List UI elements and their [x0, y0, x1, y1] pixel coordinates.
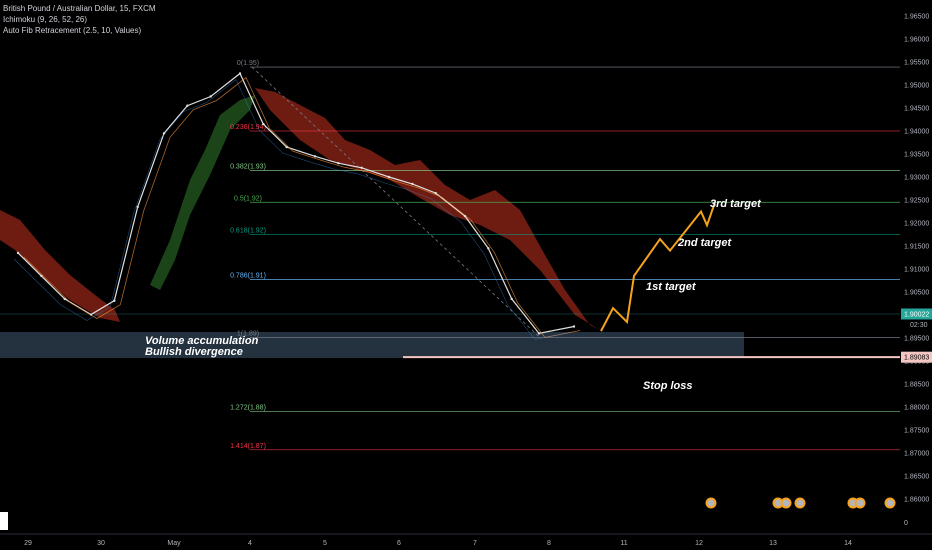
- y-tick-11: 1.91000: [904, 267, 929, 274]
- price-point-11: [285, 145, 288, 149]
- y-tick-2: 1.95500: [904, 60, 929, 67]
- accumulation-zone: [0, 332, 744, 358]
- ichimoku-legend[interactable]: Ichimoku (9, 26, 52, 26): [3, 15, 88, 24]
- price-point-16: [411, 182, 414, 186]
- x-tick-9: 12: [695, 540, 703, 547]
- annotation-target2: 2nd target: [677, 237, 733, 249]
- price-point-5: [136, 205, 139, 209]
- y-tick-8: 1.92500: [904, 198, 929, 205]
- fib-label-4: 0.618(1.92): [230, 228, 266, 235]
- stop-loss-tag-bg: [901, 351, 932, 363]
- fib-label-6: 1(1.89): [237, 331, 259, 338]
- price-point-12: [313, 155, 317, 158]
- symbol-title[interactable]: British Pound / Australian Dollar, 15, F…: [3, 4, 156, 13]
- x-tick-4: 5: [323, 540, 327, 547]
- cursor-box: [0, 512, 8, 530]
- fib-label-2: 0.382(1.93): [230, 164, 266, 171]
- x-tick-8: 11: [620, 540, 627, 547]
- x-tick-6: 7: [473, 540, 477, 547]
- annotation-target1: 1st target: [646, 281, 697, 293]
- ichimoku-cloud-bull: [150, 95, 255, 290]
- price-point-0: [16, 251, 20, 255]
- y-tick-6: 1.93500: [904, 152, 929, 159]
- price-point-20: [510, 297, 513, 301]
- countdown-label: 02:30: [910, 322, 928, 329]
- price-point-6: [162, 132, 166, 135]
- fib-label-3: 0.5(1.92): [234, 195, 262, 202]
- x-tick-10: 13: [769, 540, 777, 547]
- price-point-19: [487, 247, 490, 250]
- ichimoku-cloud-bear-0: [0, 210, 120, 322]
- price-point-18: [463, 214, 467, 218]
- price-point-22: [572, 325, 576, 328]
- x-tick-11: 14: [844, 540, 852, 547]
- y-tick-14: 1.89500: [904, 336, 929, 343]
- current-price-tag-bg: [901, 308, 932, 320]
- price-point-21: [537, 332, 541, 335]
- price-point-1: [40, 274, 43, 278]
- x-tick-5: 6: [397, 540, 401, 547]
- price-point-13: [337, 162, 340, 165]
- ichimoku-cloud-bear-1: [255, 88, 600, 330]
- y-tick-10: 1.91500: [904, 244, 929, 251]
- y-tick-20: 1.86500: [904, 474, 929, 481]
- price-point-15: [387, 175, 391, 179]
- event-icon-3[interactable]: [794, 497, 806, 509]
- event-icon-0[interactable]: [705, 497, 717, 509]
- x-tick-3: 4: [248, 540, 252, 547]
- kijun-line: [23, 76, 581, 338]
- y-tick-16: 1.88500: [904, 382, 929, 389]
- y-tick-7: 1.93000: [904, 175, 929, 182]
- y-tick-12: 1.90500: [904, 290, 929, 297]
- event-icon-2[interactable]: [780, 497, 792, 509]
- bottom-label: 0: [904, 520, 908, 527]
- fib-label-5: 0.786(1.91): [230, 273, 266, 280]
- annotation-divergence: Bullish divergence: [145, 346, 243, 358]
- price-point-7: [186, 104, 189, 107]
- projection-path: [600, 201, 716, 332]
- y-tick-5: 1.94000: [904, 129, 929, 136]
- price-point-4: [113, 299, 116, 302]
- x-tick-2: May: [167, 540, 181, 547]
- y-tick-17: 1.88000: [904, 405, 929, 412]
- y-tick-18: 1.87500: [904, 428, 929, 435]
- price-point-14: [360, 166, 363, 169]
- annotation-stop-loss: Stop loss: [643, 380, 693, 392]
- price-point-9: [238, 72, 242, 75]
- y-tick-1: 1.96000: [904, 37, 929, 44]
- fib-label-8: 1.414(1.87): [230, 443, 266, 450]
- event-icon-5[interactable]: [854, 497, 866, 509]
- price-point-8: [209, 95, 212, 98]
- x-tick-0: 29: [24, 540, 32, 547]
- fib-label-0: 0(1.95): [237, 60, 259, 67]
- price-point-3: [89, 313, 93, 316]
- stop-loss-tag: 1.89083: [904, 355, 929, 362]
- annotation-volume: Volume accumulation: [145, 335, 259, 347]
- event-icon-1[interactable]: [772, 497, 784, 509]
- event-icon-6[interactable]: [884, 497, 896, 509]
- y-tick-3: 1.95000: [904, 83, 929, 90]
- current-price-tag: 1.90022: [904, 311, 929, 318]
- y-tick-4: 1.94500: [904, 106, 929, 113]
- y-tick-19: 1.87000: [904, 451, 929, 458]
- price-point-17: [434, 191, 437, 195]
- x-tick-1: 30: [97, 540, 105, 547]
- annotation-target3: 3rd target: [710, 198, 762, 210]
- chart-legend: British Pound / Australian Dollar, 15, F…: [3, 3, 156, 36]
- y-tick-9: 1.92000: [904, 221, 929, 228]
- fib-label-7: 1.272(1.88): [230, 405, 266, 412]
- lagging-span: [13, 79, 571, 340]
- price-point-2: [63, 297, 66, 301]
- x-tick-7: 8: [547, 540, 551, 547]
- fib-label-1: 0.236(1.94): [230, 124, 266, 131]
- fib-legend[interactable]: Auto Fib Retracement (2.5, 10, Values): [3, 26, 142, 35]
- y-tick-0: 1.96500: [904, 14, 929, 21]
- price-point-10: [262, 122, 265, 126]
- y-tick-21: 1.86000: [904, 497, 929, 504]
